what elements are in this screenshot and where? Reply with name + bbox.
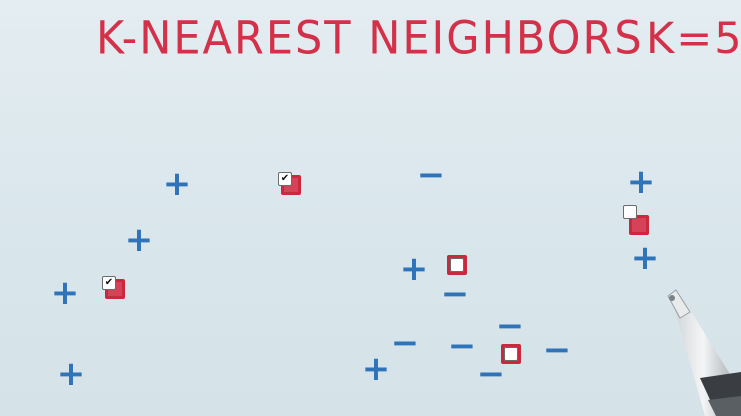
plus-mark: + [124,220,154,260]
query-square [629,215,649,235]
checkbox-unchecked-icon[interactable] [623,205,637,219]
query-point-unchecked[interactable] [501,344,521,364]
query-point-unchecked[interactable] [447,255,467,275]
plus-mark: + [361,349,391,389]
k-label: K=5 [646,14,741,64]
minus-mark: − [390,323,420,363]
checkbox-checked-icon[interactable]: ✔ [102,276,116,290]
minus-mark: − [542,330,572,370]
plus-mark: + [56,354,86,394]
plus-mark: + [162,164,192,204]
plus-mark: + [399,249,429,289]
minus-mark: − [416,155,446,195]
title: K-NEAREST NEIGHBORS [96,12,644,66]
minus-mark: − [495,306,525,346]
plus-mark: + [626,162,656,202]
query-point-checked[interactable]: ✔ [102,276,125,299]
minus-mark: − [447,326,477,366]
query-point-unchecked[interactable] [623,205,649,235]
checkbox-checked-icon[interactable]: ✔ [278,172,292,186]
minus-mark: − [476,354,506,394]
checkbox-unchecked-icon[interactable] [504,347,518,361]
plus-mark: + [50,273,80,313]
checkbox-unchecked-icon[interactable] [450,258,464,272]
minus-mark: − [440,274,470,314]
plus-mark: + [630,238,660,278]
query-point-checked[interactable]: ✔ [278,172,301,195]
